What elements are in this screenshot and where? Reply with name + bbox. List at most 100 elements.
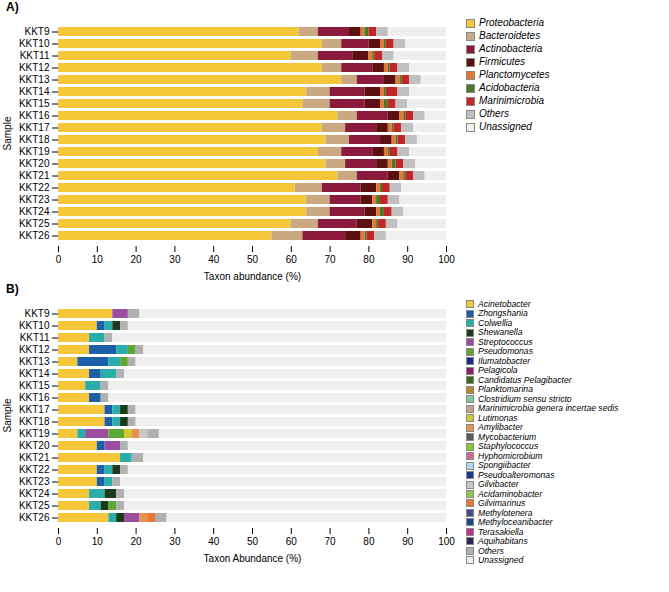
svg-text:KKT25: KKT25: [19, 218, 50, 229]
svg-text:KKT17: KKT17: [19, 122, 50, 133]
svg-text:30: 30: [169, 536, 181, 547]
html-text:Unassigned: Unassigned: [478, 555, 524, 566]
html-text:Ilumatobacter: Ilumatobacter: [478, 355, 531, 366]
svg-text:KKT11: KKT11: [20, 332, 50, 343]
svg-text:KKT21: KKT21: [19, 170, 50, 181]
svg-text:KKT26: KKT26: [19, 230, 50, 241]
html-text:Gilvibacter: Gilvibacter: [478, 479, 519, 490]
svg-text:10: 10: [92, 254, 104, 265]
svg-text:KKT21: KKT21: [19, 452, 50, 463]
html-text:Marinimicrobia genera incertae: Marinimicrobia genera incertae sedis: [478, 403, 619, 414]
html-text:Mycobacterium: Mycobacterium: [478, 431, 537, 442]
svg-text:80: 80: [363, 254, 375, 265]
svg-text:70: 70: [325, 536, 337, 547]
svg-text:80: 80: [363, 536, 375, 547]
html-text:Bacteroidetes: Bacteroidetes: [479, 30, 541, 41]
svg-text:KKT25: KKT25: [19, 500, 50, 511]
html-text:Acidobacteria: Acidobacteria: [479, 82, 540, 93]
html-text:Lutimonas: Lutimonas: [478, 412, 518, 423]
html-text:A): A): [6, 0, 19, 14]
html-text:Proteobacteria: Proteobacteria: [479, 17, 544, 28]
svg-text:KKT12: KKT12: [19, 62, 50, 73]
html-text:Candidatus Pelagibacter: Candidatus Pelagibacter: [478, 374, 572, 385]
svg-text:KKT16: KKT16: [19, 392, 50, 403]
svg-text:Sample: Sample: [2, 398, 13, 432]
html-text:Shewanella: Shewanella: [478, 327, 523, 338]
svg-text:Taxon abundance (%): Taxon abundance (%): [204, 271, 301, 282]
html-text:Amylibacter: Amylibacter: [478, 422, 523, 433]
svg-text:KKT9: KKT9: [24, 308, 49, 319]
html-text:Others: Others: [478, 545, 504, 556]
svg-text:KKT22: KKT22: [19, 182, 50, 193]
svg-text:0: 0: [56, 536, 62, 547]
svg-text:40: 40: [208, 536, 220, 547]
html-text:Staphylococcus: Staphylococcus: [478, 441, 539, 452]
svg-text:KKT16: KKT16: [19, 110, 50, 121]
html-text:Unassigned: Unassigned: [479, 121, 532, 132]
html-text:Firmicutes: Firmicutes: [479, 56, 526, 67]
svg-text:0: 0: [56, 254, 62, 265]
html-text:Methylotenera: Methylotenera: [478, 507, 533, 518]
html-text:Hyphomicrobium: Hyphomicrobium: [478, 450, 543, 461]
svg-text:KKT9: KKT9: [24, 26, 49, 37]
svg-text:Taxon Abundance (%): Taxon Abundance (%): [204, 553, 302, 564]
svg-text:40: 40: [208, 254, 220, 265]
svg-text:30: 30: [169, 254, 181, 265]
svg-text:KKT13: KKT13: [19, 356, 50, 367]
html-text:Spongiibacter: Spongiibacter: [478, 460, 531, 471]
svg-text:20: 20: [131, 254, 143, 265]
html-text:Terasakiella: Terasakiella: [478, 526, 524, 537]
svg-text:100: 100: [438, 254, 455, 265]
html-text:Planctomycetes: Planctomycetes: [479, 69, 550, 80]
html-text:Clostridium sensu stricto: Clostridium sensu stricto: [478, 393, 572, 404]
svg-text:100: 100: [438, 536, 455, 547]
svg-text:KKT18: KKT18: [19, 134, 50, 145]
html-text:Methyloceanibacter: Methyloceanibacter: [478, 517, 553, 528]
svg-text:50: 50: [247, 536, 259, 547]
svg-text:KKT24: KKT24: [19, 206, 50, 217]
html-text:Aquihabitans: Aquihabitans: [478, 536, 528, 547]
html-text:Gilvimarinus: Gilvimarinus: [478, 498, 526, 509]
html-text:Acidaminobacter: Acidaminobacter: [478, 488, 542, 499]
html-text:Marinimicrobia: Marinimicrobia: [479, 95, 544, 106]
svg-text:60: 60: [286, 536, 298, 547]
html-text:B): B): [6, 282, 19, 296]
svg-text:KKT20: KKT20: [19, 158, 50, 169]
svg-text:KKT26: KKT26: [19, 512, 50, 523]
svg-text:Sample: Sample: [2, 116, 13, 150]
svg-text:KKT23: KKT23: [19, 476, 50, 487]
html-text:Pseudoalteromonas: Pseudoalteromonas: [478, 469, 555, 480]
html-text:Pseudomonas: Pseudomonas: [478, 346, 533, 357]
svg-text:KKT13: KKT13: [19, 74, 50, 85]
svg-text:KKT14: KKT14: [19, 86, 50, 97]
svg-text:KKT10: KKT10: [19, 38, 50, 49]
html-text:Planktomarina: Planktomarina: [478, 384, 533, 395]
svg-text:KKT20: KKT20: [19, 440, 50, 451]
svg-text:70: 70: [325, 254, 337, 265]
svg-text:KKT18: KKT18: [19, 416, 50, 427]
svg-text:KKT22: KKT22: [19, 464, 50, 475]
svg-text:10: 10: [92, 536, 104, 547]
html-text:Acinetobacter: Acinetobacter: [478, 299, 531, 309]
svg-text:KKT19: KKT19: [19, 428, 50, 439]
svg-text:90: 90: [402, 536, 414, 547]
html-text:Streptococcus: Streptococcus: [478, 336, 533, 347]
svg-text:KKT17: KKT17: [19, 404, 50, 415]
svg-text:KKT12: KKT12: [19, 344, 50, 355]
html-text:Actinobacteria: Actinobacteria: [479, 43, 543, 54]
html-text:Zhongshania: Zhongshania: [478, 308, 528, 319]
svg-text:KKT10: KKT10: [19, 320, 50, 331]
svg-text:KKT14: KKT14: [19, 368, 50, 379]
html-text:Pelagicola: Pelagicola: [478, 365, 518, 376]
svg-text:90: 90: [402, 254, 414, 265]
svg-text:50: 50: [247, 254, 259, 265]
svg-text:KKT15: KKT15: [19, 98, 50, 109]
svg-text:KKT24: KKT24: [19, 488, 50, 499]
html-text:Others: Others: [479, 108, 509, 119]
svg-text:KKT15: KKT15: [19, 380, 50, 391]
svg-text:KKT23: KKT23: [19, 194, 50, 205]
svg-text:60: 60: [286, 254, 298, 265]
svg-text:20: 20: [131, 536, 143, 547]
svg-text:KKT19: KKT19: [19, 146, 50, 157]
svg-text:KKT11: KKT11: [20, 50, 50, 61]
